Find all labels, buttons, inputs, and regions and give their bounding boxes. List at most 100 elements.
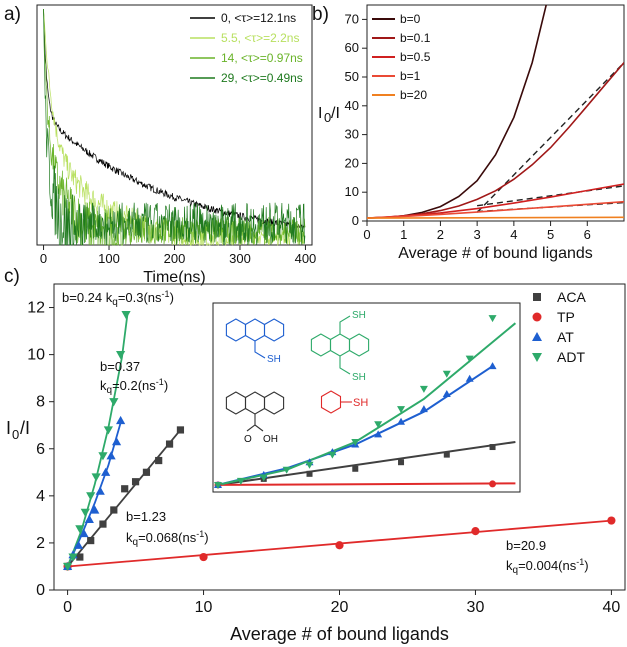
panel-b-xtick-label: 6	[584, 227, 591, 242]
panel-b-ytick-label: 40	[345, 98, 359, 113]
panel-a-legend-label: 14, <τ>=0.97ns	[221, 51, 303, 65]
panel-a-xlabel: Time(ns)	[143, 269, 206, 286]
annotation-tp-kq: kq=0.004(ns-1)	[506, 557, 589, 576]
panel-c-point-at	[90, 505, 100, 514]
annotation-tp-kq-sup: -1	[576, 557, 584, 567]
panel-c-ytick-label: 12	[27, 300, 45, 317]
panel-c-point-aca	[87, 536, 95, 545]
annotation-tp-kq-close: )	[584, 558, 588, 573]
panel-c-ytick-label: 8	[36, 394, 45, 411]
annotation-aca-kq-q: q	[133, 537, 139, 548]
annotation-at-kq-close: )	[164, 378, 168, 393]
panel-b-xtick-label: 1	[400, 227, 407, 242]
panel-c-point-aca	[99, 520, 107, 528]
panel-c-inset: SH SH SH O OH SH	[212, 302, 521, 493]
panel-b-xlabel: Average # of bound ligands	[398, 245, 593, 262]
mol-aca-ring-2	[263, 391, 285, 415]
panel-c-point-at	[95, 486, 105, 495]
panel-c-legend-marker	[532, 353, 542, 362]
panel-a-trace-3	[43, 8, 306, 246]
inset-point-3	[465, 355, 474, 363]
panel-b-ytick-label: 20	[345, 155, 359, 170]
annotation-aca-kq-sup: -1	[196, 529, 204, 539]
inset-point-0	[489, 444, 496, 451]
inset-point-0	[443, 451, 450, 458]
annotation-at-kq-sup: -1	[156, 377, 164, 387]
panel-c-ylabel-tail: /I	[20, 418, 30, 438]
inset-point-0	[352, 465, 359, 472]
panel-c-point-at	[79, 528, 89, 538]
inset-point-3	[419, 385, 428, 393]
panel-c-xtick-label: 0	[63, 599, 72, 616]
mol-tp-sh: SH	[353, 397, 368, 409]
panel-c-point-aca	[142, 468, 151, 476]
panel-c-legend-marker	[532, 312, 542, 322]
panel-c-xtick-label: 10	[195, 599, 213, 616]
panel-a: 0 100 200 300 400 Time(ns) a) 0, <τ>=12.1ns 5.5,…	[4, 4, 316, 286]
panel-b-series-1	[367, 62, 624, 219]
panel-b-frame	[366, 4, 625, 222]
annotation-tp-b: b=20.9	[506, 538, 546, 553]
inset-point-2	[465, 374, 474, 382]
panel-a-xtick-label: 300	[229, 251, 251, 266]
inset-point-2	[488, 362, 497, 370]
inset-point-3	[328, 451, 337, 459]
inset-point-3	[305, 461, 314, 469]
inset-point-3	[259, 474, 268, 482]
panel-b-legend-label: b=0.5	[400, 50, 431, 64]
panel-b-legend-label: b=20	[400, 88, 427, 102]
panel-c-point-tp	[335, 541, 344, 550]
panel-a-tag: a)	[4, 4, 21, 25]
panel-c-point-adt	[86, 492, 96, 501]
inset-point-0	[306, 470, 313, 477]
annotation-at-kq-q: q	[107, 385, 113, 396]
panel-c-point-adt	[109, 398, 119, 407]
panel-b-tag: b)	[312, 4, 329, 25]
panel-b-xtick-label: 3	[474, 227, 481, 242]
panel-b-series-0	[367, 5, 548, 219]
panel-c-xtick-label: 30	[467, 599, 485, 616]
panel-b-ytick-label: 60	[345, 40, 359, 55]
inset-fit-1	[217, 482, 516, 486]
mol-adt-ring-2	[348, 333, 370, 357]
inset-point-2	[419, 405, 428, 413]
panel-a-legend-label: 0, <τ>=12.1ns	[221, 11, 296, 25]
panel-b-dashed-fit-0	[476, 62, 624, 213]
panel-c-point-at	[101, 467, 111, 476]
panel-c-point-aca	[110, 506, 118, 514]
panel-a-xtick-label: 400	[295, 251, 317, 266]
annotation-at-kq-k: k	[100, 378, 107, 393]
annotation-aca-kq-val: =0.068(ns	[138, 530, 197, 545]
annotation-aca-b: b=1.23	[126, 509, 166, 524]
annotation-aca-kq-close: )	[204, 530, 208, 545]
panel-c-point-at	[106, 451, 116, 460]
panel-b-legend-label: b=1	[400, 69, 421, 83]
mol-at-chain	[254, 341, 266, 359]
panel-a-xtick-label: 200	[164, 251, 186, 266]
annotation-at-kq-val: =0.2(ns	[112, 378, 156, 393]
annotation-aca-kq-k: k	[126, 530, 133, 545]
panel-b-legend-label: b=0	[400, 12, 421, 26]
panel-c-xtick-label: 20	[331, 599, 349, 616]
panel-c-ytick-label: 6	[36, 441, 45, 458]
annotation-adt-val: =0.3(ns	[118, 290, 162, 305]
mol-tp-ring	[320, 390, 342, 414]
panel-b-series-4	[367, 216, 624, 219]
panel-c-tag: c)	[4, 266, 20, 287]
inset-point-2	[442, 389, 451, 397]
mol-aca-o: O	[244, 434, 252, 445]
inset-point-1	[489, 480, 497, 488]
inset-point-3	[282, 466, 291, 474]
inset-point-3	[442, 370, 451, 378]
panel-c-ytick-label: 10	[27, 347, 45, 364]
panel-c-point-aca	[121, 485, 129, 493]
panel-c-ytick-label: 2	[36, 535, 45, 552]
mol-adt-sh-bottom: SH	[352, 372, 366, 383]
mol-adt-chain-bottom	[339, 356, 351, 375]
panel-c-point-at	[73, 540, 84, 549]
panel-c-point-aca	[76, 553, 84, 561]
panel-b-xtick-label: 2	[437, 227, 444, 242]
inset-point-2	[397, 417, 406, 425]
annotation-adt-close: )	[170, 290, 174, 305]
